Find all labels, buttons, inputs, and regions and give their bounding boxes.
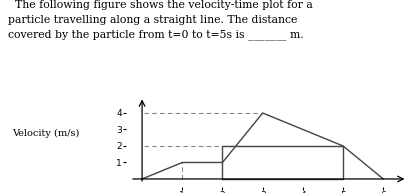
Text: Velocity (m/s): Velocity (m/s) [13, 129, 80, 138]
Text: The following figure shows the velocity-time plot for a
particle travelling alon: The following figure shows the velocity-… [8, 0, 313, 40]
